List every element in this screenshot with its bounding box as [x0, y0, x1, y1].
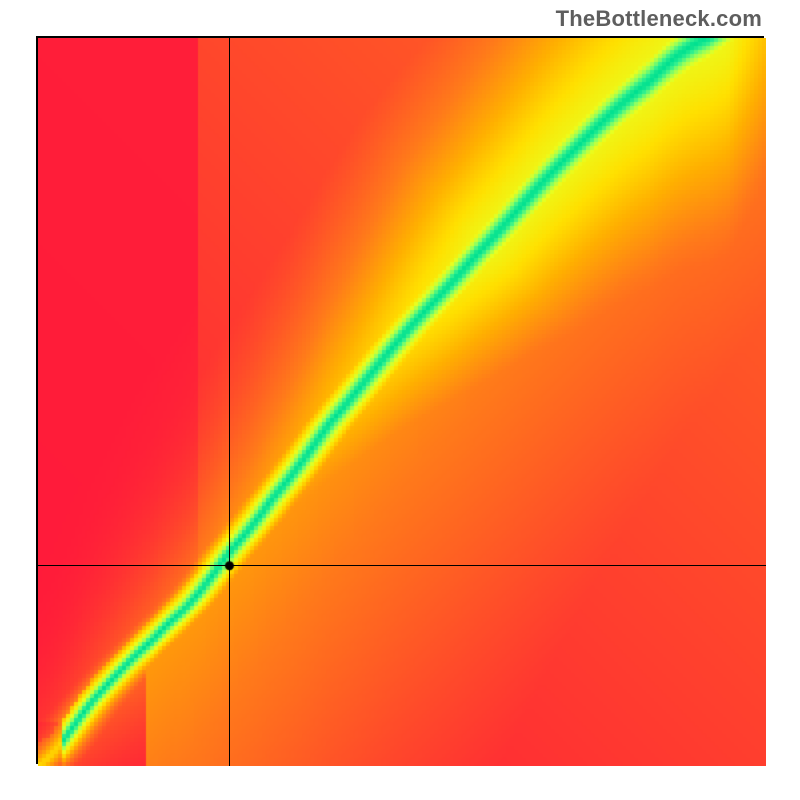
crosshair-marker [38, 38, 766, 766]
heatmap-plot [36, 36, 764, 764]
crosshair-horizontal [38, 565, 766, 566]
watermark-text: TheBottleneck.com [556, 6, 762, 32]
crosshair-vertical [229, 38, 230, 766]
